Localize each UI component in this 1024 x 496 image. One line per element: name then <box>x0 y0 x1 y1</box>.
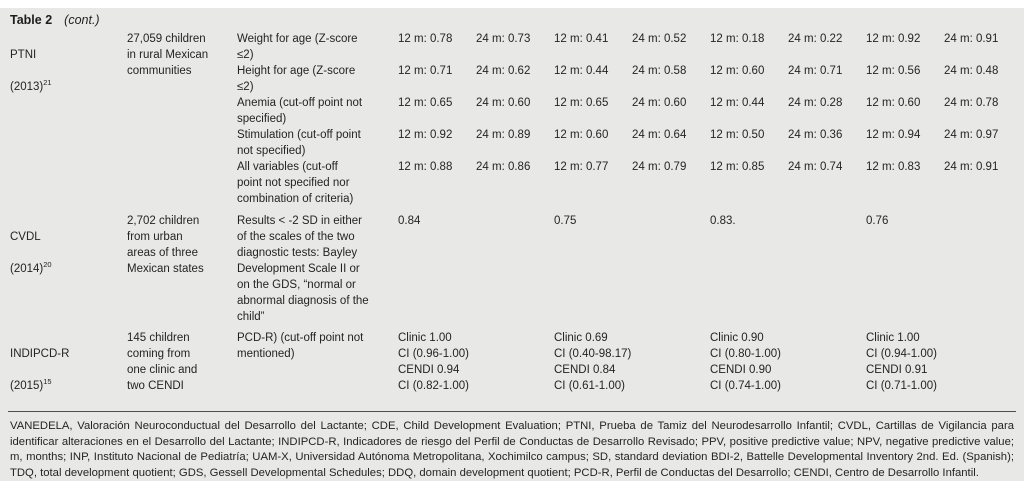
study-year: (2014)20 <box>10 260 52 275</box>
table-row: Stimulation (cut-off point not specified… <box>10 127 1022 159</box>
value-cell: 0.84 <box>398 215 421 227</box>
value-cell: 24 m: 0.91 <box>944 33 999 45</box>
value-cell: 12 m: 0.44 <box>710 97 765 109</box>
citation-ref: 15 <box>43 377 52 387</box>
value-cell: Clinic 0.90 CI (0.80-1.00) CENDI 0.90 CI… <box>710 332 781 392</box>
table-row: Height for age (Z-score ≤2) 12 m: 0.71 2… <box>10 63 1022 95</box>
table-sheet: Table 2 (cont.) PTNI (2013)21 27,059 chil… <box>0 8 1024 481</box>
citation-ref: 21 <box>43 78 52 88</box>
value-cell: 24 m: 0.91 <box>944 161 999 173</box>
value-cell: 12 m: 0.94 <box>866 129 921 141</box>
table-row: All variables (cut-off point not specifi… <box>10 159 1022 207</box>
value-cell: 12 m: 0.92 <box>866 33 921 45</box>
study-name: CVDL <box>10 231 41 243</box>
study-year: (2015)15 <box>10 377 52 392</box>
table-row: PTNI (2013)21 27,059 children in rural M… <box>10 31 1022 93</box>
results-table: PTNI (2013)21 27,059 children in rural M… <box>10 31 1022 410</box>
value-cell: 24 m: 0.36 <box>788 129 843 141</box>
value-cell: 12 m: 0.41 <box>554 33 609 45</box>
criteria-cell: Results < -2 SD in either of the scales … <box>237 215 369 323</box>
value-cell: 0.76 <box>866 215 889 227</box>
value-cell: 12 m: 0.65 <box>554 97 609 109</box>
table-row: Anemia (cut-off point not specified) 12 … <box>10 95 1022 127</box>
table-row: INDIPCD-R (2015)15 145 children coming f… <box>10 325 1022 410</box>
table-title: Table 2 (cont.) <box>0 12 1024 28</box>
value-cell: 24 m: 0.62 <box>476 65 531 77</box>
value-cell: 24 m: 0.64 <box>632 129 687 141</box>
value-cell: 12 m: 0.78 <box>398 33 453 45</box>
criteria-cell: Anemia (cut-off point not specified) <box>237 97 363 125</box>
value-cell: 12 m: 0.60 <box>866 97 921 109</box>
value-cell: 24 m: 0.73 <box>476 33 531 45</box>
table-title-cont: (cont.) <box>64 13 100 27</box>
value-cell: 24 m: 0.60 <box>632 97 687 109</box>
study-sample: 27,059 children in rural Mexican communi… <box>127 33 209 77</box>
value-cell: 12 m: 0.85 <box>710 161 765 173</box>
table-title-label: Table 2 <box>10 13 53 27</box>
table-footnote: VANEDELA, Valoración Neuroconductual del… <box>10 420 1014 479</box>
value-cell: 12 m: 0.60 <box>710 65 765 77</box>
value-cell: 12 m: 0.77 <box>554 161 609 173</box>
value-cell: 12 m: 0.56 <box>866 65 921 77</box>
value-cell: 12 m: 0.18 <box>710 33 765 45</box>
study-name: INDIPCD-R <box>10 348 70 360</box>
study-name-cell: PTNI (2013)21 <box>10 31 127 207</box>
study-name-cell: INDIPCD-R (2015)15 <box>10 325 127 410</box>
value-cell: 12 m: 0.71 <box>398 65 453 77</box>
value-cell: 24 m: 0.48 <box>944 65 999 77</box>
citation-ref: 20 <box>43 260 52 270</box>
value-cell: 12 m: 0.88 <box>398 161 453 173</box>
study-sample: 145 children coming from one clinic and … <box>127 332 198 392</box>
value-cell: 12 m: 0.83 <box>866 161 921 173</box>
value-cell: 24 m: 0.78 <box>944 97 999 109</box>
value-cell: 0.75 <box>554 215 577 227</box>
value-cell: 24 m: 0.22 <box>788 33 843 45</box>
value-cell: 12 m: 0.50 <box>710 129 765 141</box>
footnote-divider <box>8 411 1016 412</box>
value-cell: 24 m: 0.89 <box>476 129 531 141</box>
criteria-cell: PCD-R) (cut-off point not mentioned) <box>237 332 364 360</box>
value-cell: 12 m: 0.65 <box>398 97 453 109</box>
value-cell: 24 m: 0.58 <box>632 65 687 77</box>
value-cell: 0.83. <box>710 215 736 227</box>
value-cell: 24 m: 0.86 <box>476 161 531 173</box>
value-cell: 12 m: 0.92 <box>398 129 453 141</box>
criteria-cell: Height for age (Z-score ≤2) <box>237 65 356 93</box>
study-name-cell: CVDL (2014)20 <box>10 207 127 325</box>
table-row: CVDL (2014)20 2,702 children from urban … <box>10 207 1022 325</box>
study-sample: 2,702 children from urban areas of three… <box>127 215 204 275</box>
value-cell: 12 m: 0.44 <box>554 65 609 77</box>
value-cell: 12 m: 0.60 <box>554 129 609 141</box>
value-cell: 24 m: 0.71 <box>788 65 843 77</box>
value-cell: Clinic 0.69 CI (0.40-98.17) CENDI 0.84 C… <box>554 332 632 392</box>
value-cell: 24 m: 0.79 <box>632 161 687 173</box>
value-cell: 24 m: 0.28 <box>788 97 843 109</box>
value-cell: 24 m: 0.74 <box>788 161 843 173</box>
value-cell: 24 m: 0.52 <box>632 33 687 45</box>
study-year: (2013)21 <box>10 78 52 93</box>
study-name: PTNI <box>10 49 37 61</box>
criteria-cell: All variables (cut-off point not specifi… <box>237 161 354 205</box>
criteria-cell: Weight for age (Z-score ≤2) <box>237 33 358 61</box>
value-cell: Clinic 1.00 CI (0.96-1.00) CENDI 0.94 CI… <box>398 332 469 392</box>
value-cell: 24 m: 0.60 <box>476 97 531 109</box>
value-cell: Clinic 1.00 CI (0.94-1.00) CENDI 0.91 CI… <box>866 332 937 392</box>
value-cell: 24 m: 0.97 <box>944 129 999 141</box>
criteria-cell: Stimulation (cut-off point not specified… <box>237 129 361 157</box>
